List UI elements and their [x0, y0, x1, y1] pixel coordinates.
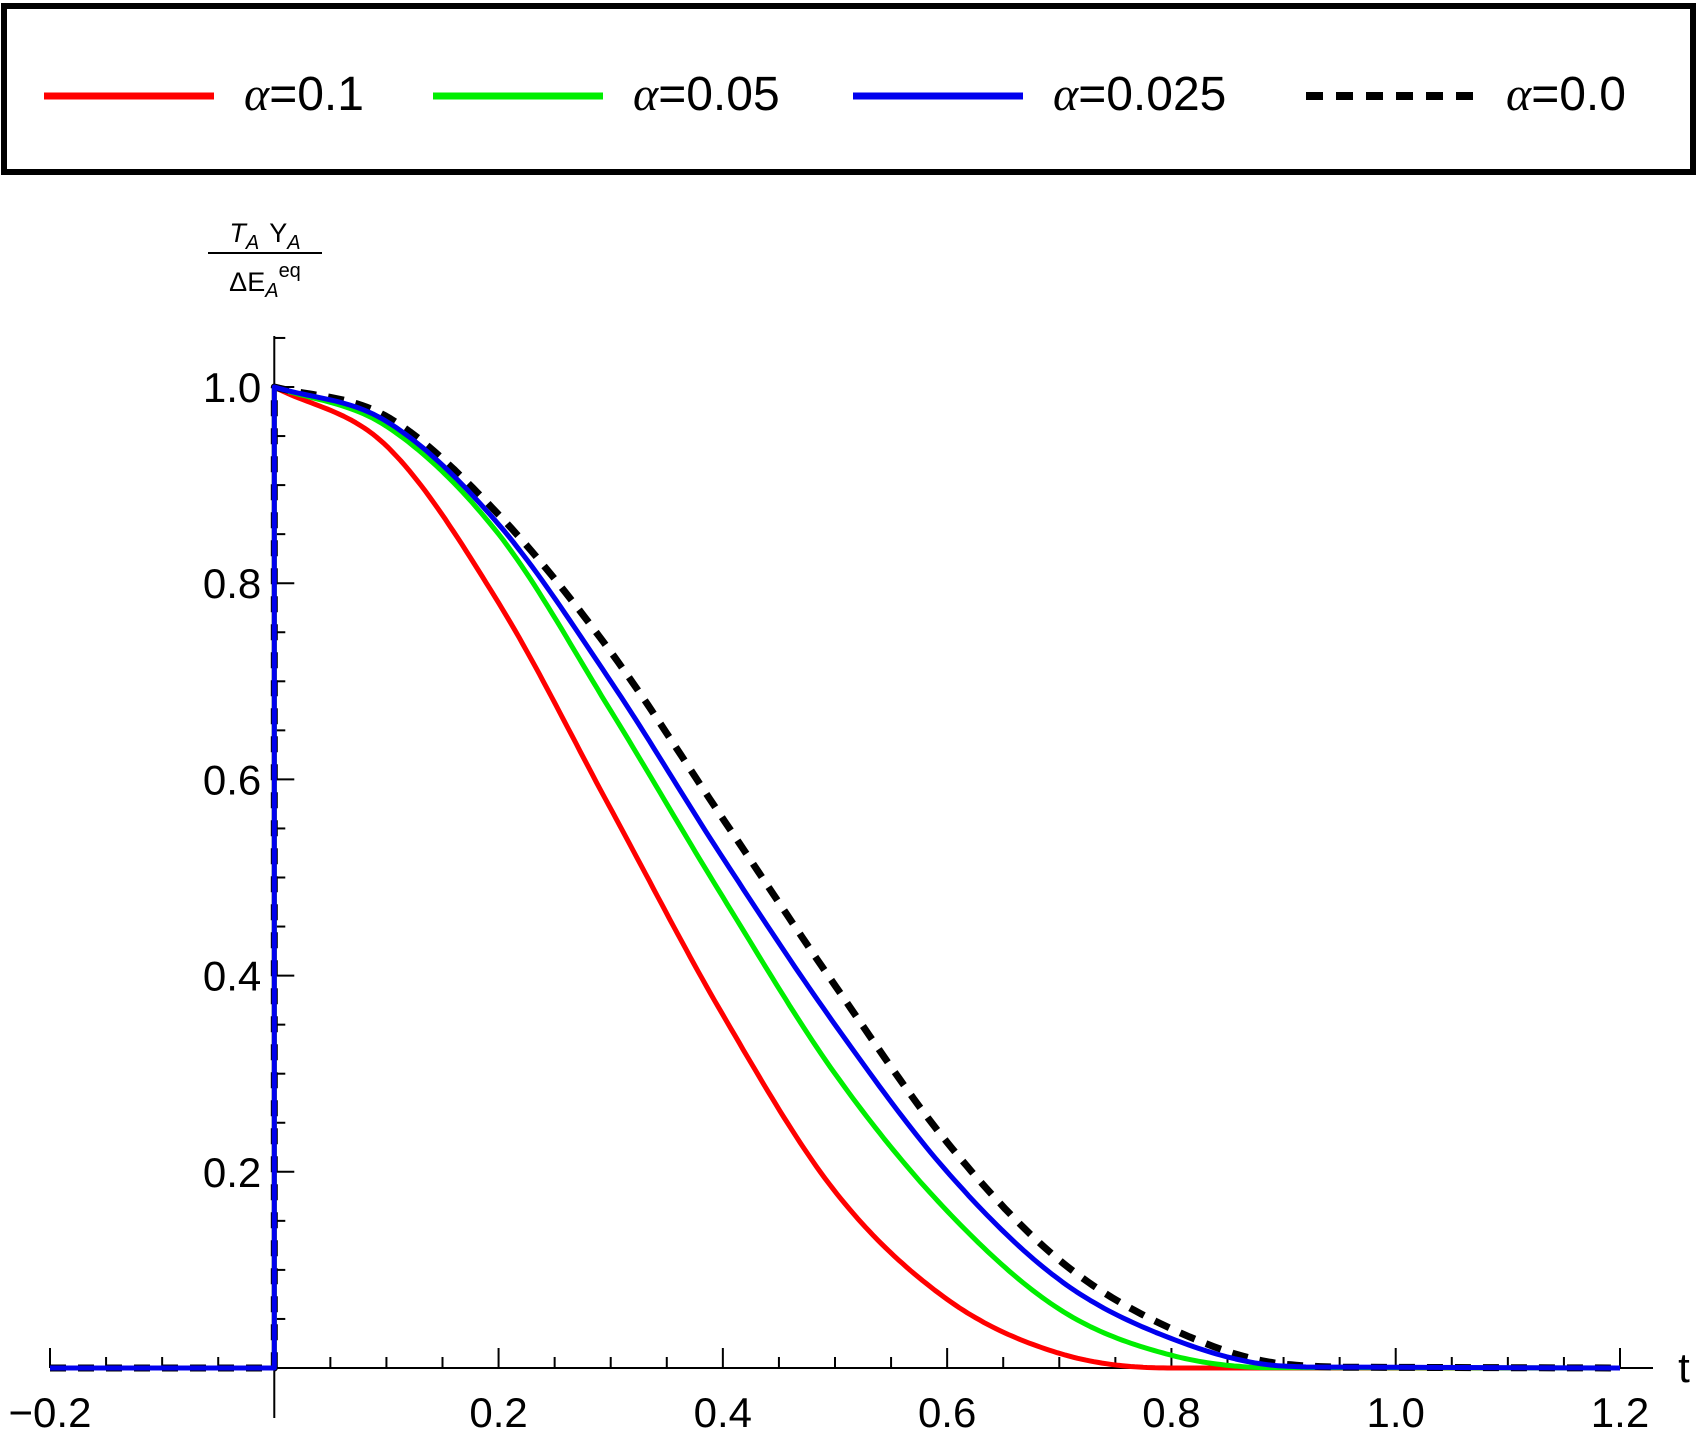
y-axis-label-numerator: TA ΥA [229, 218, 300, 254]
series-layer [50, 383, 1621, 1372]
x-tick-label: 0.2 [469, 1389, 527, 1436]
series-line-3 [50, 383, 1621, 1372]
series-line-2 [50, 384, 1621, 1371]
y-tick-label: 1.0 [203, 364, 261, 411]
legend-entry: α=0.0 [1306, 68, 1626, 121]
series-line-1 [50, 384, 1621, 1371]
y-tick-label: 0.8 [203, 560, 261, 607]
x-axis-label: t [1678, 1344, 1690, 1391]
legend-entry: α=0.05 [433, 68, 780, 121]
y-tick-label: 0.2 [203, 1149, 261, 1196]
legend-label: α=0.1 [244, 68, 364, 121]
x-tick-label: 0.4 [694, 1389, 752, 1436]
legend-label: α=0.025 [1053, 68, 1226, 121]
legend-items: α=0.1 α=0.05 α=0.025 α=0.0 [44, 68, 1626, 121]
series-line-0 [50, 384, 1620, 1371]
y-tick-label: 0.4 [203, 953, 261, 1000]
y-axis-label: TA ΥA ΔEAeq [208, 218, 322, 302]
legend: α=0.1 α=0.05 α=0.025 α=0.0 [1, 3, 1696, 175]
x-tick-label: 1.2 [1591, 1389, 1649, 1436]
x-tick-label: 1.0 [1367, 1389, 1425, 1436]
legend-box [1, 3, 1696, 175]
legend-label: α=0.05 [633, 68, 780, 121]
y-axis-label-denominator: ΔEAeq [229, 260, 301, 302]
legend-entry: α=0.1 [44, 68, 364, 121]
legend-entry: α=0.025 [853, 68, 1226, 121]
y-tick-label: 0.6 [203, 756, 261, 803]
legend-label: α=0.0 [1506, 68, 1626, 121]
x-tick-label: 0.6 [918, 1389, 976, 1436]
x-tick-label: −0.2 [9, 1389, 92, 1436]
x-tick-label: 0.8 [1142, 1389, 1200, 1436]
